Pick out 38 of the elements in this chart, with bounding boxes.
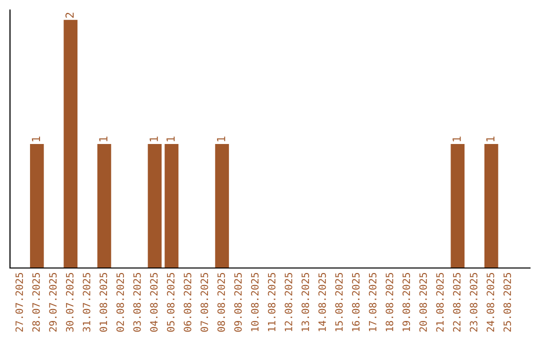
x-tick-label: 04.08.2025 xyxy=(150,272,158,332)
x-tick-label: 19.08.2025 xyxy=(402,272,410,332)
x-tick-label: 05.08.2025 xyxy=(166,272,174,332)
data-label: 2 xyxy=(65,12,74,18)
x-tick-label: 15.08.2025 xyxy=(335,272,343,332)
data-label: 1 xyxy=(32,136,40,142)
x-tick-label: 03.08.2025 xyxy=(133,272,141,332)
x-tick-label: 30.07.2025 xyxy=(66,272,74,332)
x-tick-label: 16.08.2025 xyxy=(352,272,360,332)
x-tick-label: 01.08.2025 xyxy=(100,272,108,332)
x-tick-label: 07.08.2025 xyxy=(200,272,208,332)
x-tick-label: 31.07.2025 xyxy=(82,272,90,332)
x-tick-label: 14.08.2025 xyxy=(318,272,326,332)
x-tick-label: 24.08.2025 xyxy=(486,272,494,332)
x-tick-label: 10.08.2025 xyxy=(251,272,259,332)
data-label: 1 xyxy=(486,136,494,142)
x-tick-label: 06.08.2025 xyxy=(184,272,192,332)
x-tick-label: 20.08.2025 xyxy=(419,272,427,332)
x-tick-label: 11.08.2025 xyxy=(268,272,276,332)
x-tick-label: 12.08.2025 xyxy=(284,272,292,332)
data-label: 1 xyxy=(452,136,461,142)
x-tick-label: 25.08.2025 xyxy=(503,272,512,332)
x-tick-label: 21.08.2025 xyxy=(436,272,444,332)
x-tick-label: 08.08.2025 xyxy=(217,272,225,332)
data-label: 1 xyxy=(150,136,158,142)
x-tick-label: 17.08.2025 xyxy=(368,272,376,332)
x-tick-label: 23.08.2025 xyxy=(470,272,478,332)
data-label: 1 xyxy=(99,136,108,142)
x-tick-label: 28.07.2025 xyxy=(32,272,40,332)
x-tick-label: 13.08.2025 xyxy=(302,272,310,332)
x-tick-label: 27.07.2025 xyxy=(15,272,24,332)
x-tick-label: 09.08.2025 xyxy=(234,272,242,332)
x-tick-label: 02.08.2025 xyxy=(116,272,124,332)
x-tick-label: 18.08.2025 xyxy=(386,272,394,332)
data-label: 1 xyxy=(166,136,175,142)
x-tick-label: 22.08.2025 xyxy=(453,272,461,332)
data-label: 1 xyxy=(217,136,226,142)
x-tick-label: 29.07.2025 xyxy=(49,272,57,332)
